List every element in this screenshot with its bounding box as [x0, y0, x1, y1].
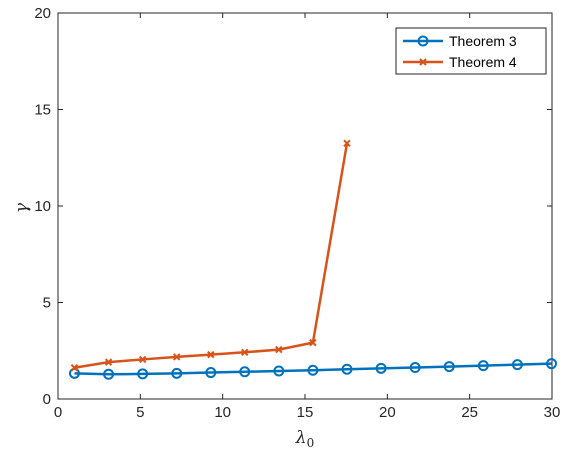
x-tick-label: 0 — [54, 404, 62, 421]
data-point-theorem-3 — [137, 368, 149, 380]
legend-label-theorem-3: Theorem 3 — [449, 33, 517, 49]
data-point-theorem-3 — [375, 362, 387, 374]
data-point-theorem-4 — [275, 345, 283, 354]
legend-box — [395, 27, 547, 75]
series-theorem-4 — [70, 139, 351, 372]
legend: Theorem 3 Theorem 4 — [395, 27, 547, 75]
x-tick-label: 5 — [136, 404, 144, 421]
data-point-theorem-4 — [70, 364, 79, 372]
y-tick-label: 20 — [34, 5, 51, 22]
data-point-theorem-3 — [341, 363, 353, 375]
data-point-theorem-3 — [443, 361, 455, 373]
legend-label-theorem-4: Theorem 4 — [449, 54, 517, 70]
data-point-theorem-3 — [171, 367, 183, 379]
data-point-theorem-3 — [239, 366, 251, 378]
data-point-theorem-4 — [207, 350, 215, 359]
x-axis-ticks: 0 5 10 15 20 25 30 — [54, 13, 561, 421]
data-point-theorem-4 — [241, 348, 249, 357]
marker-stroke — [419, 58, 427, 66]
x-tick-label: 25 — [461, 404, 478, 421]
data-point-theorem-3 — [546, 358, 558, 370]
data-point-theorem-4 — [343, 139, 351, 147]
plot-frame — [57, 12, 553, 400]
data-point-theorem-3 — [477, 360, 489, 372]
legend-marker-theorem-3 — [417, 35, 429, 47]
data-point-theorem-3 — [103, 368, 115, 380]
series-line-theorem-3 — [74, 362, 552, 376]
y-tick-label: 5 — [43, 295, 51, 312]
data-point-theorem-4 — [104, 358, 113, 366]
marker-stroke — [70, 364, 79, 372]
data-point-theorem-4 — [309, 338, 317, 347]
y-tick-label: 0 — [43, 391, 51, 408]
marker-stroke — [173, 353, 181, 361]
data-point-theorem-3 — [409, 362, 421, 374]
data-point-theorem-3 — [511, 359, 523, 371]
marker-stroke — [138, 355, 147, 364]
y-tick-label: 10 — [34, 198, 51, 215]
x-axis-label-subscript: 0 — [307, 436, 315, 450]
marker-stroke — [104, 358, 113, 366]
plot-area — [57, 12, 553, 400]
x-tick-label: 20 — [379, 404, 396, 421]
marker-stroke — [343, 139, 351, 147]
data-point-theorem-3 — [273, 365, 285, 377]
x-tick-label: 10 — [214, 404, 231, 421]
x-tick-label: 30 — [544, 404, 561, 421]
marker-stroke — [309, 338, 317, 347]
data-point-theorem-3 — [307, 364, 319, 376]
x-tick-label: 15 — [297, 404, 314, 421]
marker-stroke — [241, 348, 249, 357]
y-axis-ticks: 0 5 10 15 20 — [34, 5, 552, 408]
y-tick-label: 15 — [34, 102, 51, 119]
data-point-theorem-4 — [138, 355, 147, 364]
x-axis-label: λ0 — [295, 428, 314, 450]
marker-stroke — [207, 350, 215, 359]
legend-marker-theorem-4 — [419, 58, 427, 66]
series-layer — [68, 139, 558, 380]
data-point-theorem-4 — [173, 353, 181, 361]
marker-stroke — [275, 345, 283, 354]
y-axis-label: γ — [12, 202, 32, 213]
data-point-theorem-3 — [205, 367, 217, 379]
